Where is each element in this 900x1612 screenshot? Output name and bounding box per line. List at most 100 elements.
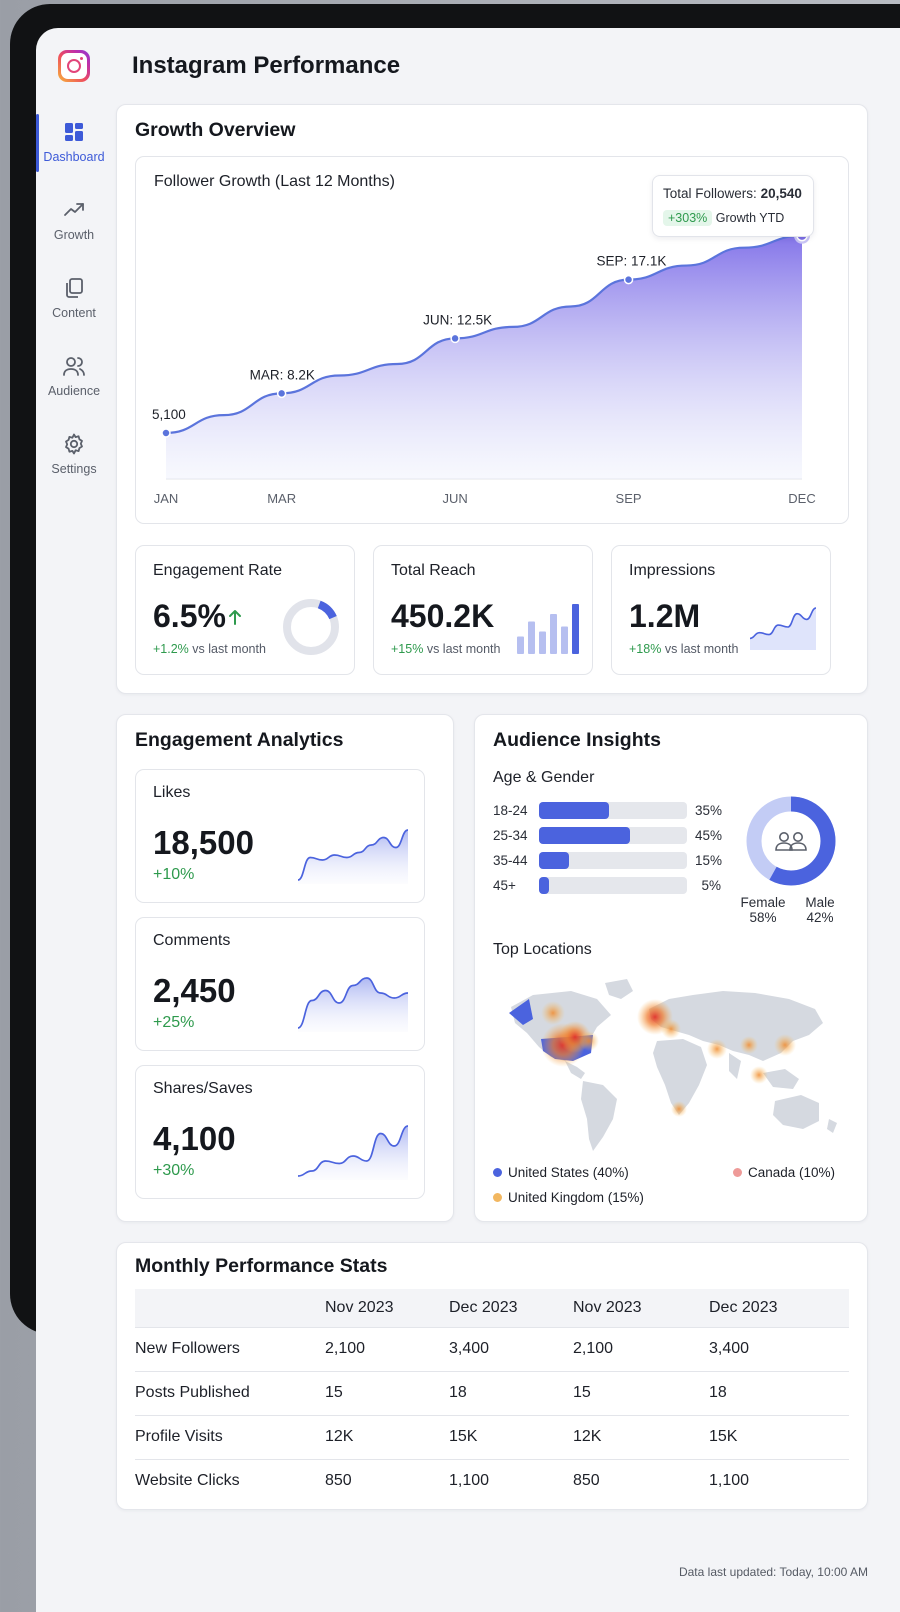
heat-spot-south-africa: [671, 1101, 687, 1117]
alaska-region: [509, 999, 533, 1025]
audience-insights-card: Audience Insights Age & Gender 18-24 35% 2…: [474, 714, 868, 1222]
follower-growth-chart-card: Follower Growth (Last 12 Months) 5,100 MA…: [135, 156, 849, 524]
sparkline-area: [298, 978, 408, 1032]
metric-change: +30%: [153, 1162, 195, 1179]
table-cell: 850: [573, 1472, 600, 1490]
table-cell: 850: [325, 1472, 352, 1490]
data-point[interactable]: [161, 428, 171, 438]
sidebar-item-settings[interactable]: Settings: [36, 432, 112, 496]
legend-item-us: United States (40%): [493, 1165, 629, 1180]
metric-title: Likes: [153, 784, 191, 801]
last-updated-text: Data last updated: Today, 10:00 AM: [678, 1565, 868, 1579]
table-cell: 1,100: [449, 1472, 490, 1490]
table-cell: 3,400: [449, 1327, 573, 1372]
app-screen: Dashboard Growth Content Audience: [36, 28, 900, 1612]
sparkline-area: [750, 608, 816, 650]
reach-bar-sparkline: [517, 604, 579, 654]
heat-spot-se-asia: [750, 1066, 768, 1084]
metric-card-comments[interactable]: Comments 2,450 +25%: [135, 917, 425, 1051]
kpi-title: Impressions: [629, 562, 716, 579]
age-pct: 35%: [695, 803, 723, 818]
metric-title: Shares/Saves: [153, 1080, 253, 1097]
age-bar-fill: [539, 852, 570, 869]
table-row: Posts Published 15 18 15 18: [135, 1371, 849, 1416]
reach-bar: [561, 626, 568, 654]
metric-sparkline: [297, 829, 409, 884]
kpi-card-total-reach[interactable]: Total Reach 450.2K +15% vs last month: [373, 545, 593, 675]
gender-female-pct: 58%: [749, 910, 777, 925]
x-tick-label: JUN: [442, 491, 467, 506]
metric-value: 18,500: [153, 824, 254, 861]
content-copy-icon: [66, 278, 83, 298]
heat-spot-india: [707, 1039, 727, 1059]
age-label: 18-24: [493, 803, 528, 818]
metric-change: +10%: [153, 866, 195, 883]
column-header: Dec 2023: [709, 1289, 849, 1328]
sparkline-area: [298, 1126, 408, 1180]
table-cell: 15: [573, 1371, 709, 1416]
age-bar-track: [539, 852, 687, 869]
world-map[interactable]: [493, 969, 849, 1159]
column-header: Nov 2023: [325, 1289, 449, 1328]
kpi-change-suffix: vs last month: [664, 642, 739, 656]
age-bar-fill: [539, 877, 550, 894]
table-cell: 2,100: [325, 1327, 449, 1372]
kpi-change: +15%: [391, 642, 424, 656]
sparkline-line: [297, 977, 409, 1029]
data-point[interactable]: [276, 388, 287, 399]
engagement-donut-arc: [283, 599, 339, 655]
sidebar-item-audience[interactable]: Audience: [36, 354, 112, 418]
table-row: Profile Visits 12K 15K 12K 15K: [135, 1415, 849, 1460]
reach-bar: [539, 631, 546, 654]
table-cell: 18: [449, 1371, 573, 1416]
metric-sparkline: [297, 977, 409, 1032]
x-tick-label: MAR: [267, 491, 296, 506]
engagement-analytics-card: Engagement Analytics Likes 18,500 +10% Comm…: [116, 714, 454, 1222]
kpi-card-impressions[interactable]: Impressions 1.2M +18% vs last month: [611, 545, 831, 675]
sidebar-item-content[interactable]: Content: [36, 276, 112, 340]
metric-card-shares-saves[interactable]: Shares/Saves 4,100 +30%: [135, 1065, 425, 1199]
heat-spot-europe: [661, 1019, 681, 1039]
column-header: [135, 1289, 325, 1328]
top-locations-title: Top Locations: [493, 941, 592, 958]
table-cell: 12K: [325, 1415, 449, 1460]
arrow-up-icon: [229, 610, 241, 625]
data-label: JUN: 12.5K: [423, 312, 492, 327]
metric-card-likes[interactable]: Likes 18,500 +10%: [135, 769, 425, 903]
gender-donut: [746, 796, 836, 886]
row-label: New Followers: [135, 1327, 325, 1372]
sidebar-item-label: Content: [52, 306, 96, 320]
age-pct: 15%: [695, 853, 723, 868]
section-title: Monthly Performance Stats: [135, 1255, 388, 1277]
metric-title: Comments: [153, 932, 231, 949]
gender-donut-male: [746, 796, 836, 886]
dashboard-icon: [65, 123, 83, 141]
sidebar-item-label: Dashboard: [43, 150, 105, 164]
monthly-stats-table: Nov 2023 Dec 2023 Nov 2023 Dec 2023 New Foll…: [135, 1289, 849, 1503]
sidebar-item-dashboard[interactable]: Dashboard: [36, 114, 112, 184]
gender-female-label: Female: [740, 895, 786, 910]
kpi-change: +1.2%: [153, 642, 189, 656]
age-gender-title: Age & Gender: [493, 769, 595, 786]
data-point[interactable]: [450, 333, 460, 344]
legend-label: Canada (10%): [748, 1165, 836, 1180]
sidebar: Dashboard Growth Content Audience: [36, 28, 112, 1612]
heat-spot-canada: [541, 1001, 565, 1025]
kpi-card-engagement-rate[interactable]: Engagement Rate 6.5% +1.2% vs last month: [135, 545, 355, 675]
x-tick-label: DEC: [788, 491, 815, 506]
data-point[interactable]: [623, 274, 634, 285]
reach-bar: [528, 621, 535, 654]
legend-item-canada: Canada (10%): [733, 1165, 835, 1180]
instagram-logo-icon[interactable]: [58, 50, 90, 82]
sparkline-line: [749, 607, 817, 640]
table-cell: 15K: [449, 1415, 573, 1460]
tooltip-label: Total Followers:: [663, 186, 757, 201]
gear-icon: [65, 433, 83, 455]
table-row: Website Clicks 850 1,100 850 1,100: [135, 1459, 849, 1503]
legend-dot: [493, 1168, 502, 1177]
metric-change: +25%: [153, 1014, 195, 1031]
table-cell: 15K: [709, 1415, 849, 1460]
sidebar-item-label: Settings: [51, 462, 97, 476]
sidebar-item-growth[interactable]: Growth: [36, 198, 112, 262]
reach-bar: [550, 614, 557, 654]
